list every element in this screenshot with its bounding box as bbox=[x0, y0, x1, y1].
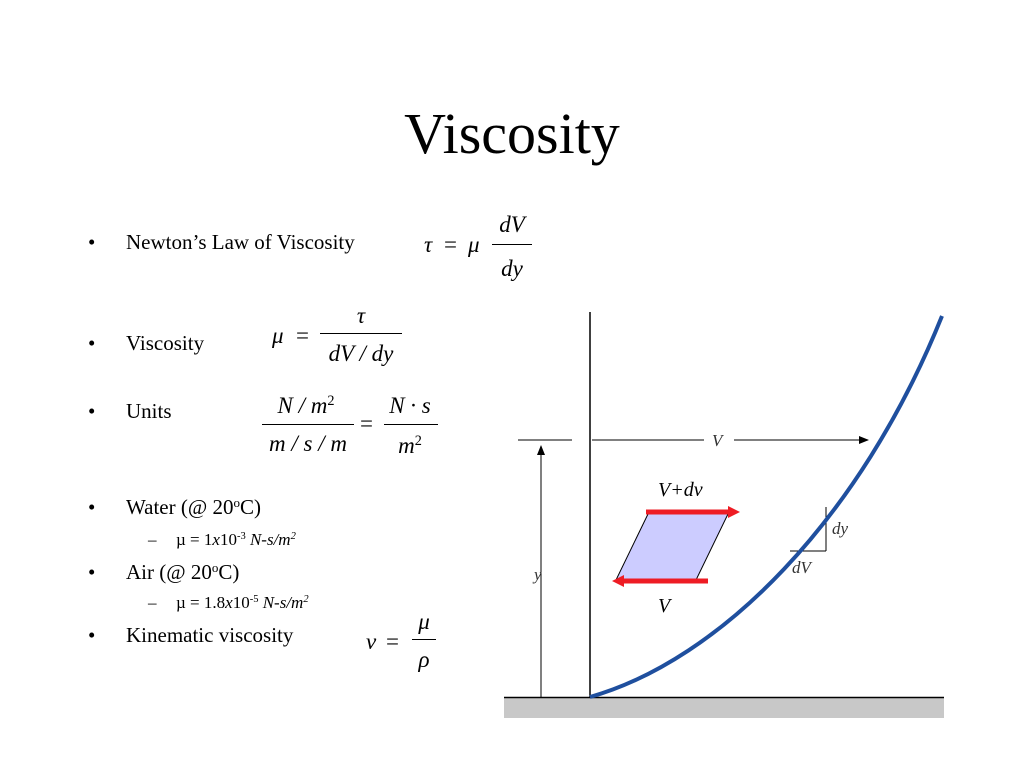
eq-units-denominator-right: m2 bbox=[398, 433, 422, 458]
eq-denominator: dV / dy bbox=[328, 341, 394, 366]
eq-denominator: ρ bbox=[418, 647, 430, 672]
bullet-dot: • bbox=[88, 230, 96, 254]
eq-equals: = bbox=[444, 232, 457, 257]
V-plus-dv-label: V+dv bbox=[658, 479, 703, 501]
bullet-dot: • bbox=[88, 399, 96, 423]
fraction-bar bbox=[384, 424, 438, 425]
bullet-dot: • bbox=[88, 623, 96, 647]
equation-units: N / m2 m / s / m = N · s m2 bbox=[258, 380, 448, 470]
dV-label: dV bbox=[792, 558, 814, 577]
fraction-bar bbox=[320, 333, 402, 334]
eq-units-numerator-left: N / m2 bbox=[277, 393, 335, 418]
eq-equals: = bbox=[386, 629, 399, 654]
slide-title: Viscosity bbox=[404, 101, 620, 166]
sub-bullet-air-viscosity: – µ = 1.8x10-5 N-s/m2 bbox=[0, 592, 420, 614]
sub-bullet-text: µ = 1.8x10-5 N-s/m2 bbox=[176, 593, 309, 612]
bottom-shear-arrowhead bbox=[612, 575, 624, 587]
sub-bullet-dash: – bbox=[148, 593, 157, 612]
bullet-water: • Water (@ 20oC) bbox=[0, 494, 420, 520]
bullet-text: Water (@ 20oC) bbox=[126, 494, 261, 519]
eq-denominator: dy bbox=[501, 256, 523, 281]
bullet-text: Viscosity bbox=[126, 331, 205, 355]
equation-kinematic-viscosity: ν = μ ρ bbox=[362, 606, 452, 686]
eq-lhs-tau: τ bbox=[424, 232, 433, 257]
eq-numerator: μ bbox=[418, 609, 430, 634]
bullet-air: • Air (@ 20oC) bbox=[0, 559, 420, 585]
bullet-viscosity: • Viscosity bbox=[0, 330, 260, 356]
bullet-dot: • bbox=[88, 331, 96, 355]
bullet-text: Kinematic viscosity bbox=[126, 623, 294, 647]
bullet-newtons-law: • Newton’s Law of Viscosity bbox=[0, 229, 460, 255]
fluid-element bbox=[615, 513, 729, 581]
eq-lhs-mu: μ bbox=[272, 323, 284, 348]
bullet-text: Newton’s Law of Viscosity bbox=[126, 230, 355, 254]
eq-numerator: τ bbox=[356, 303, 366, 328]
bullet-text: Units bbox=[126, 399, 172, 423]
fraction-bar bbox=[262, 424, 354, 425]
dy-label: dy bbox=[832, 519, 849, 538]
bullet-dot: • bbox=[88, 560, 96, 584]
V-bottom-label: V bbox=[658, 595, 673, 617]
bullet-text: Air (@ 20oC) bbox=[126, 559, 240, 584]
bullet-units: • Units bbox=[0, 398, 260, 424]
fraction-bar bbox=[412, 639, 436, 640]
fraction-bar bbox=[492, 244, 532, 245]
sub-bullet-dash: – bbox=[148, 530, 157, 549]
y-label: y bbox=[532, 565, 542, 584]
eq-equals: = bbox=[360, 411, 373, 436]
eq-units-numerator-right: N · s bbox=[389, 393, 431, 418]
top-shear-arrowhead bbox=[728, 506, 740, 518]
bullet-dot: • bbox=[88, 495, 96, 519]
floor-surface bbox=[504, 698, 944, 718]
eq-numerator: dV bbox=[499, 212, 525, 237]
eq-equals: = bbox=[296, 323, 309, 348]
velocity-profile-curve bbox=[589, 315, 944, 699]
eq-units-denominator-left: m / s / m bbox=[269, 431, 347, 456]
bullet-kinematic-viscosity: • Kinematic viscosity bbox=[0, 622, 360, 648]
V-label: V bbox=[712, 431, 725, 450]
sub-bullet-text: µ = 1x10-3 N-s/m2 bbox=[176, 530, 296, 549]
eq-lhs-nu: ν bbox=[366, 629, 377, 654]
eq-mu: μ bbox=[468, 232, 480, 257]
equation-newtons-law: τ = μ dV dy bbox=[420, 205, 540, 285]
equation-viscosity: μ = τ dV / dy bbox=[268, 300, 418, 380]
sub-bullet-water-viscosity: – µ = 1x10-3 N-s/m2 bbox=[0, 529, 420, 551]
